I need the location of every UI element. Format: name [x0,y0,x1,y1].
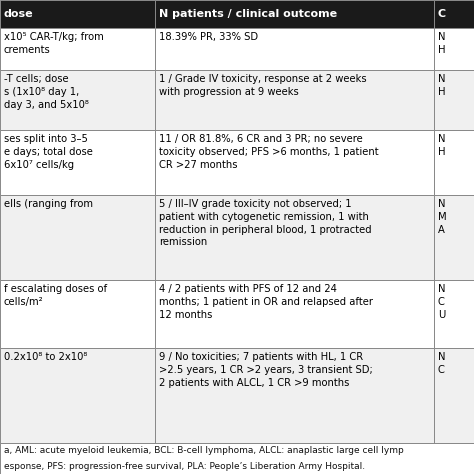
Bar [155,0,434,28]
Text: dose: dose [4,9,34,19]
Text: ells (ranging from: ells (ranging from [4,199,93,209]
Text: f escalating doses of
cells/m²: f escalating doses of cells/m² [4,284,107,307]
Bar [155,348,434,443]
Bar [155,130,434,195]
Text: 18.39% PR, 33% SD: 18.39% PR, 33% SD [159,32,258,42]
Bar [0,195,155,280]
Text: 11 / OR 81.8%, 6 CR and 3 PR; no severe
toxicity observed; PFS >6 months, 1 pati: 11 / OR 81.8%, 6 CR and 3 PR; no severe … [159,134,379,170]
Bar [0,280,155,348]
Text: esponse, PFS: progression-free survival, PLA: People’s Liberation Army Hospital.: esponse, PFS: progression-free survival,… [4,462,365,471]
Text: a, AML: acute myeloid leukemia, BCL: B-cell lymphoma, ALCL: anaplastic large cel: a, AML: acute myeloid leukemia, BCL: B-c… [4,446,404,455]
Text: N patients / clinical outcome: N patients / clinical outcome [159,9,337,19]
Bar [434,28,474,70]
Text: N
C: N C [438,352,446,375]
Bar [0,0,155,28]
Text: 1 / Grade IV toxicity, response at 2 weeks
with progression at 9 weeks: 1 / Grade IV toxicity, response at 2 wee… [159,74,366,97]
Text: -T cells; dose
s (1x10⁸ day 1,
day 3, and 5x10⁸: -T cells; dose s (1x10⁸ day 1, day 3, an… [4,74,89,109]
Text: 9 / No toxicities; 7 patients with HL, 1 CR
>2.5 years, 1 CR >2 years, 3 transie: 9 / No toxicities; 7 patients with HL, 1… [159,352,373,388]
Bar [0,348,155,443]
Bar [434,0,474,28]
Text: N
M
A: N M A [438,199,447,235]
Text: N
H: N H [438,134,446,157]
Bar [155,280,434,348]
Text: ses split into 3–5
e days; total dose
6x10⁷ cells/kg: ses split into 3–5 e days; total dose 6x… [4,134,93,170]
Text: 0.2x10⁸ to 2x10⁸: 0.2x10⁸ to 2x10⁸ [4,352,87,362]
Bar [155,28,434,70]
Text: N
H: N H [438,32,446,55]
Bar [0,70,155,130]
Text: C: C [438,9,446,19]
Text: N
C
U: N C U [438,284,446,319]
Bar [434,348,474,443]
Bar [0,28,155,70]
Bar [155,70,434,130]
Text: x10⁵ CAR-T/kg; from
crements: x10⁵ CAR-T/kg; from crements [4,32,104,55]
Text: N
H: N H [438,74,446,97]
Bar [434,70,474,130]
Bar [0,443,474,474]
Bar [0,130,155,195]
Bar [434,280,474,348]
Bar [434,195,474,280]
Bar [434,130,474,195]
Bar [155,195,434,280]
Text: 4 / 2 patients with PFS of 12 and 24
months; 1 patient in OR and relapsed after
: 4 / 2 patients with PFS of 12 and 24 mon… [159,284,373,319]
Text: 5 / III–IV grade toxicity not observed; 1
patient with cytogenetic remission, 1 : 5 / III–IV grade toxicity not observed; … [159,199,372,247]
